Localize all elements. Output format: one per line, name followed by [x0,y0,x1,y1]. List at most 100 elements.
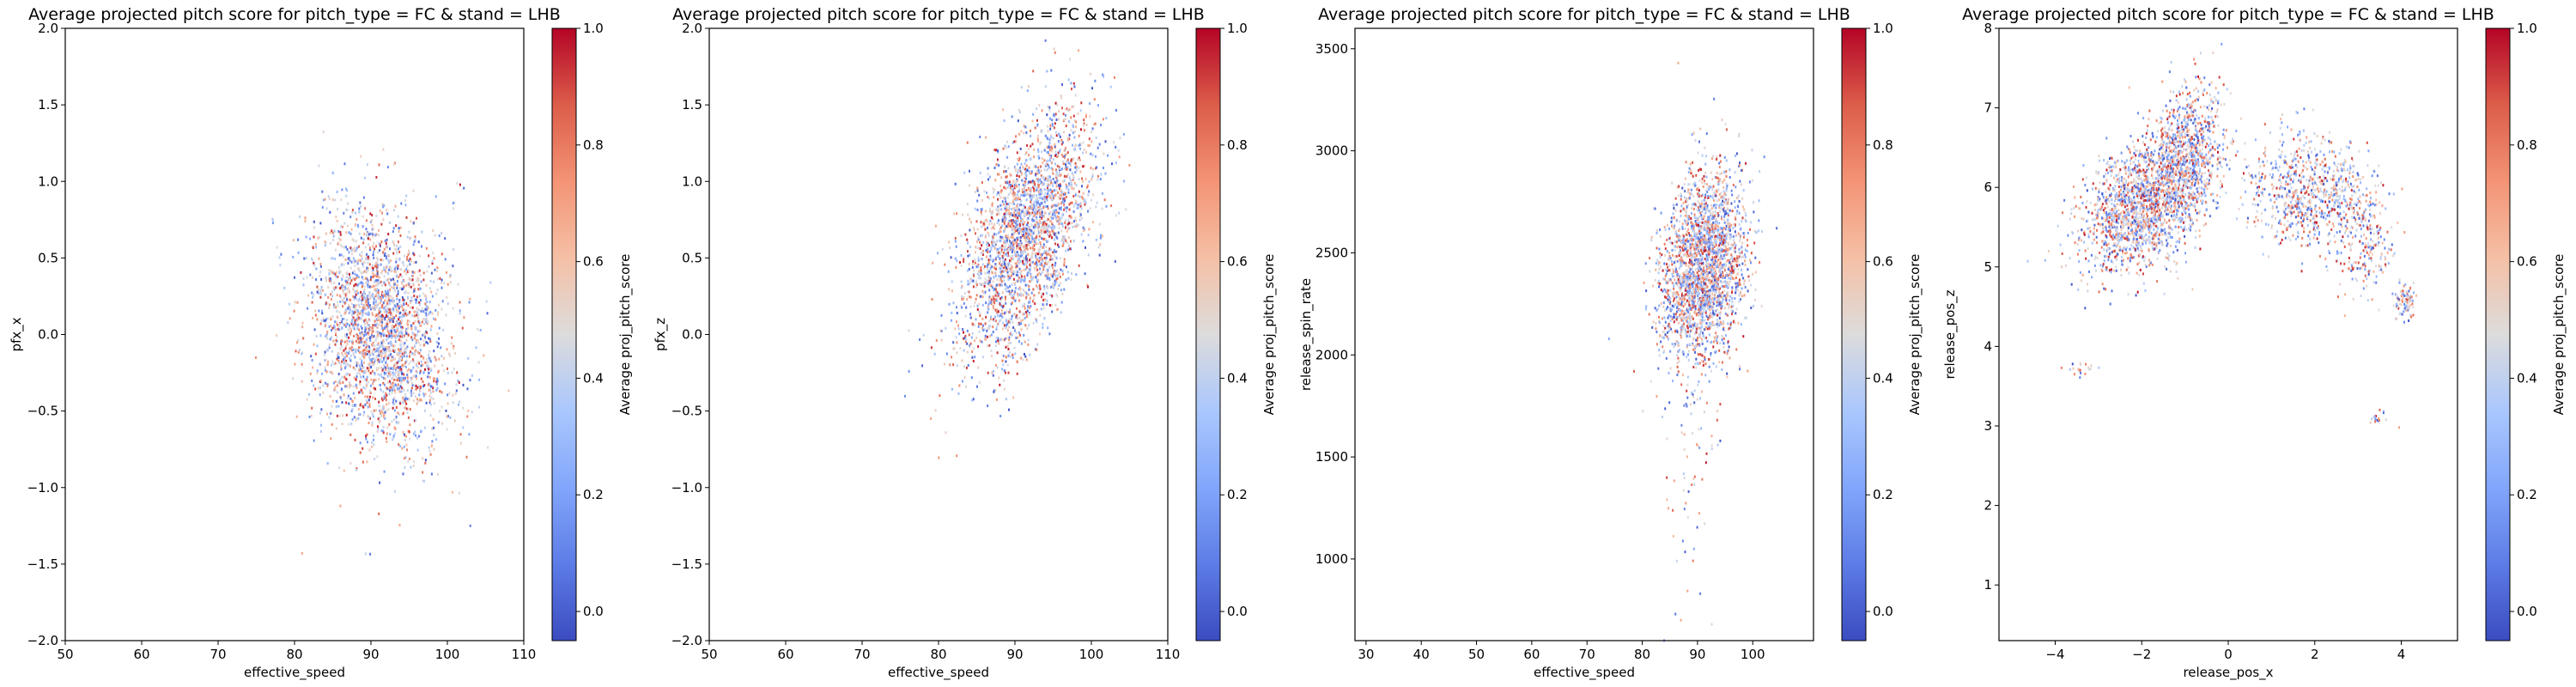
scatter-point [462,426,465,429]
scatter-point [378,282,380,285]
scatter-point [397,305,399,308]
scatter-point [377,425,379,429]
scatter-point [1046,137,1048,139]
scatter-point [1013,211,1016,214]
scatter-point [416,295,418,299]
scatter-point [465,455,468,459]
scatter-point [1011,271,1012,274]
scatter-point [1057,196,1060,199]
scatter-point [1019,248,1022,252]
scatter-point [316,285,319,289]
scatter-point [1052,194,1054,198]
scatter-point [392,356,394,359]
scatter-point [301,352,303,356]
scatter-point [410,325,413,329]
scatter-point [351,310,354,313]
scatter-point [1043,264,1046,268]
scatter-point [1020,322,1023,325]
scatter-point [347,306,349,309]
scatter-point [398,388,400,392]
scatter-point [1030,188,1032,192]
scatter-point [1047,192,1049,195]
scatter-point [1048,234,1051,238]
scatter-point [1039,263,1042,266]
scatter-point [1012,192,1014,196]
scatter-point [1085,124,1088,126]
scatter-point [1078,144,1080,148]
scatter-point [973,228,975,232]
scatter-point [429,340,432,343]
scatter-point [1059,275,1061,278]
scatter-point [1033,189,1036,192]
scatter-point [1114,76,1115,79]
scatter-point [419,299,422,301]
scatter-point [425,297,428,301]
scatter-point [348,382,350,386]
scatter-point [405,329,408,332]
scatter-point [355,375,358,379]
scatter-point [992,217,994,221]
scatter-point [390,367,392,370]
scatter-point [1054,143,1056,146]
scatter-point [1030,204,1033,207]
scatter-point [312,258,314,262]
scatter-point [429,356,432,360]
scatter-point [365,346,368,350]
scatter-point [957,324,959,327]
scatter-point [1013,193,1016,197]
scatter-point [339,287,342,289]
scatter-point [1060,173,1062,177]
scatter-point [334,332,337,336]
scatter-point [1039,165,1042,168]
scatter-point [405,194,408,198]
scatter-point [957,327,960,331]
scatter-point [386,300,389,302]
scatter-point [1076,223,1078,227]
scatter-point [337,359,340,362]
scatter-point [1058,218,1060,222]
scatter-point [1065,226,1066,229]
scatter-point [1076,168,1078,172]
scatter-point [400,315,403,319]
scatter-point [1041,222,1043,225]
scatter-point [1040,307,1042,311]
scatter-point [341,387,343,391]
scatter-point [361,309,363,313]
scatter-point [394,391,397,394]
scatter-point [332,234,335,238]
scatter-point [395,415,398,418]
scatter-point [1054,242,1056,246]
scatter-point [378,378,380,381]
scatter-point [1079,109,1082,112]
scatter-point [380,384,381,386]
scatter-point [375,257,378,260]
scatter-point [434,308,437,312]
scatter-point [362,386,365,389]
scatter-point [415,301,417,304]
scatter-point [373,356,375,360]
scatter-point [1087,193,1090,197]
scatter-point [354,323,356,326]
scatter-point [391,359,393,362]
scatter-point [993,196,995,199]
scatter-point [1061,244,1064,247]
scatter-point [418,351,421,355]
scatter-point [334,320,337,324]
scatter-point [366,367,368,370]
scatter-point [1078,203,1081,206]
scatter-point [999,252,1001,256]
scatter-point [1005,360,1007,363]
scatter-point [313,293,315,296]
scatter-point [356,362,359,366]
scatter-point [358,232,361,235]
scatter-point [345,271,348,275]
scatter-point [1077,206,1079,210]
scatter-point [393,396,396,399]
scatter-point [386,330,389,333]
scatter-point [343,222,346,225]
scatter-point [428,449,431,453]
scatter-point [342,380,344,384]
scatter-point [354,356,356,359]
scatter-point [425,341,428,344]
scatter-point [1053,213,1054,216]
